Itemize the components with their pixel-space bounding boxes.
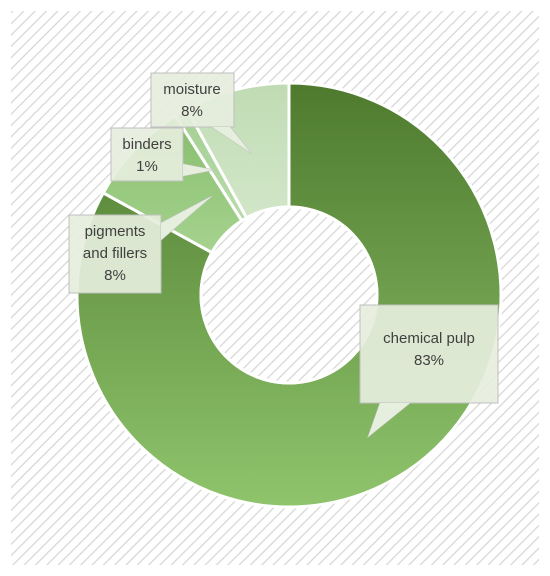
callout-box <box>110 127 184 182</box>
callout-label: binders <box>122 136 171 153</box>
callout-box <box>150 72 235 128</box>
callout-label: and fillers <box>83 245 147 262</box>
callout-label: moisture <box>163 81 221 98</box>
callout-label: 1% <box>136 158 158 175</box>
callout-label: 8% <box>181 103 203 120</box>
callout-seam <box>212 127 251 153</box>
callout-moisture: moisture 8% <box>150 72 252 154</box>
callout-label: 8% <box>104 267 126 284</box>
callout-box <box>359 304 499 404</box>
callout-seam <box>183 164 214 176</box>
callout-seam <box>161 196 212 240</box>
callout-binders: binders 1% <box>110 127 215 182</box>
callout-label: 83% <box>414 352 444 369</box>
data-label-callouts: chemical pulp 83% pigments and fillers 8% bin… <box>68 72 499 439</box>
callout-label: chemical pulp <box>383 330 475 347</box>
callout-box <box>68 214 162 294</box>
donut-hole <box>199 205 379 385</box>
callout-seam <box>368 403 410 437</box>
callout-chemical-pulp: chemical pulp 83% <box>359 304 499 439</box>
callout-label: pigments <box>85 223 146 240</box>
callout-pigments-and-fillers: pigments and fillers 8% <box>68 195 213 294</box>
